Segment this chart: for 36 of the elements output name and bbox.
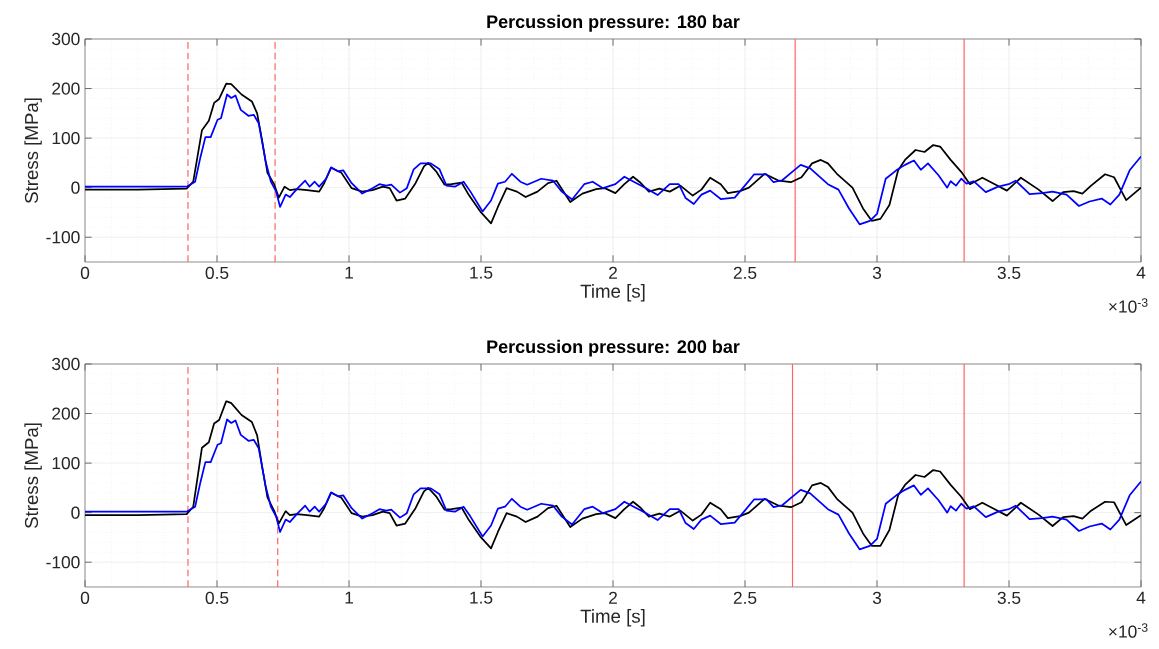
y-tick-label: 100	[52, 131, 80, 145]
x-tick-label: 1	[345, 266, 353, 279]
x-tick-label: 1.5	[470, 266, 493, 279]
x-tick-label: 2.5	[733, 266, 757, 279]
y-tick-label: -100	[46, 556, 80, 569]
y-tick-label: 0	[71, 181, 80, 194]
x-tick-label: 2.5	[733, 591, 757, 604]
y-tick-label: 100	[52, 456, 80, 470]
y-tick-label: 0	[71, 506, 80, 519]
chart-title: Percussion pressure: 180 bar	[487, 14, 740, 32]
x-tick-label: 0	[80, 591, 90, 604]
y-tick-label: -100	[46, 231, 80, 244]
x-tick-label: 0.5	[205, 266, 229, 279]
x-tick-label: 1.5	[470, 591, 493, 604]
x-tick-label: 4	[1136, 266, 1146, 279]
x-tick-label: 2	[609, 591, 617, 604]
x-axis-title: Time [s]	[580, 284, 645, 302]
y-tick-label: 200	[52, 407, 80, 420]
text: ×10$^{-3}$	[1109, 298, 1148, 313]
x-tick-label: 0.5	[205, 591, 229, 604]
x-tick-label: 0	[80, 266, 90, 279]
y-tick-label: 200	[52, 82, 80, 95]
x-tick-label: 4	[1136, 591, 1146, 604]
x-tick-label: 3	[872, 591, 882, 604]
y-axis-title: Stress [MPa]	[24, 98, 42, 204]
x-tick-label: 3	[872, 266, 882, 279]
x-tick-label: 1	[345, 591, 353, 604]
text: ×10$^{-3}$	[1109, 623, 1148, 638]
x-tick-label: 3.5	[997, 591, 1021, 604]
y-tick-label: 300	[52, 357, 80, 371]
chart-title: Percussion pressure: 200 bar	[487, 339, 740, 357]
x-axis-title: Time [s]	[580, 609, 645, 627]
x-tick-label: 3.5	[997, 266, 1021, 279]
y-tick-label: 300	[52, 32, 80, 46]
x-tick-label: 2	[609, 266, 617, 279]
y-axis-title: Stress [MPa]	[24, 423, 42, 529]
